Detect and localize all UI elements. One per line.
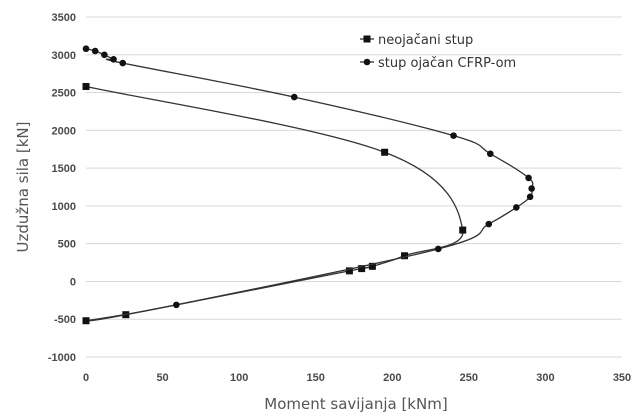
y-tick-label: 1500: [52, 163, 76, 175]
data-point-circle: [525, 174, 532, 182]
x-tick-label: 150: [307, 372, 325, 384]
x-tick-label: 100: [230, 372, 248, 384]
series-layer: [82, 45, 535, 325]
data-point-square: [381, 148, 389, 156]
legend-item-cfrp: stup ojačan CFRP-om: [360, 56, 516, 71]
x-axis-title: Moment savijanja [kNm]: [264, 395, 447, 413]
y-tick-label: 3500: [52, 12, 76, 24]
legend-marker-square: [363, 35, 371, 43]
legend-marker-circle: [363, 58, 371, 66]
data-point-square: [459, 226, 467, 234]
legend-label-neojacani: neojačani stup: [378, 33, 473, 48]
y-axis-title: Uzdužna sila [kN]: [14, 122, 32, 253]
data-point-circle: [434, 245, 442, 253]
legend-label-cfrp: stup ojačan CFRP-om: [378, 56, 516, 71]
data-point-square: [401, 252, 409, 260]
data-point-circle: [528, 185, 535, 192]
y-tick-label: 3000: [52, 50, 76, 62]
data-point-circle: [485, 220, 493, 228]
data-point-square: [368, 262, 376, 270]
data-point-square: [82, 83, 90, 91]
y-tick-label: 2500: [52, 88, 76, 100]
y-tick-label: -1000: [48, 352, 76, 364]
data-point-circle: [101, 51, 108, 59]
data-point-circle: [486, 150, 494, 158]
x-tick-label: 350: [613, 372, 631, 384]
y-tick-label: -500: [54, 314, 76, 326]
legend: neojačani stup stup ojačan CFRP-om: [360, 33, 516, 71]
legend-item-neojacani: neojačani stup: [360, 33, 473, 48]
data-point-circle: [82, 45, 90, 53]
series-line: [85, 85, 464, 322]
y-tick-label: 1000: [52, 201, 76, 213]
data-point-circle: [513, 204, 520, 211]
data-point-square: [358, 265, 366, 273]
y-tick-label: 500: [58, 239, 76, 251]
series-line: [85, 48, 534, 322]
data-point-circle: [173, 301, 180, 309]
x-tick-label: 250: [460, 372, 478, 384]
data-point-square: [345, 267, 353, 275]
x-tick-label: 300: [536, 372, 554, 384]
data-point-circle: [526, 193, 534, 201]
x-tick-label: 200: [383, 372, 401, 384]
data-point-circle: [290, 93, 298, 101]
data-point-circle: [450, 132, 457, 139]
x-tick-label: 0: [83, 372, 89, 384]
y-tick-label: 2000: [52, 125, 76, 137]
series-2: [82, 45, 535, 325]
data-point-circle: [82, 317, 90, 325]
data-point-circle: [91, 47, 99, 55]
series-1: [82, 83, 467, 325]
x-tick-labels: 0 50 100 150 200 250 300 350: [83, 372, 631, 384]
y-tick-label: 0: [70, 276, 76, 288]
data-point-circle: [110, 56, 117, 63]
data-point-circle: [119, 59, 127, 67]
x-tick-label: 50: [156, 372, 168, 384]
y-tick-labels: -1000 -500 0 500 1000 1500 2000 2500 3000 3500: [48, 12, 76, 364]
grid-lines: [86, 16, 622, 358]
